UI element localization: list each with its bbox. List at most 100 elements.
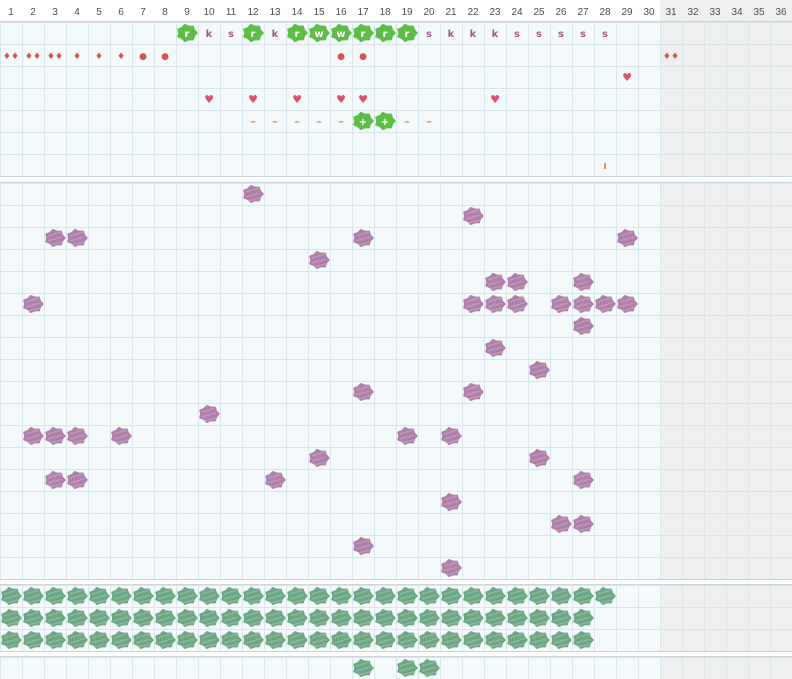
green-token-icon[interactable]: + [353, 111, 375, 131]
green-token-icon[interactable]: r [287, 23, 309, 43]
green-token-icon[interactable]: r [243, 23, 265, 43]
purple-blob-icon[interactable] [309, 250, 330, 270]
green-blob-icon[interactable] [375, 608, 396, 628]
green-blob-icon[interactable] [133, 608, 154, 628]
purple-blob-icon[interactable] [23, 294, 44, 314]
green-blob-icon[interactable] [551, 630, 572, 650]
green-blob-icon[interactable] [199, 608, 220, 628]
green-blob-icon[interactable] [287, 608, 308, 628]
green-blob-icon[interactable] [67, 586, 88, 606]
purple-blob-icon[interactable] [551, 294, 572, 314]
letter-mark[interactable]: k [492, 29, 499, 40]
purple-blob-icon[interactable] [573, 272, 594, 292]
letter-mark[interactable]: s [580, 29, 586, 40]
dash-mark[interactable]: – [316, 115, 322, 128]
purple-blob-icon[interactable] [67, 470, 88, 490]
purple-blob-icon[interactable] [353, 382, 374, 402]
green-blob-icon[interactable] [463, 586, 484, 606]
green-blob-icon[interactable] [243, 630, 264, 650]
purple-blob-icon[interactable] [573, 316, 594, 336]
purple-blob-icon[interactable] [485, 272, 506, 292]
purple-blob-icon[interactable] [45, 228, 66, 248]
letter-mark[interactable]: s [558, 29, 564, 40]
green-blob-icon[interactable] [309, 630, 330, 650]
purple-blob-icon[interactable] [463, 294, 484, 314]
green-blob-icon[interactable] [155, 586, 176, 606]
green-blob-icon[interactable] [111, 608, 132, 628]
green-blob-icon[interactable] [23, 586, 44, 606]
red-mark-icon[interactable]: ● [359, 52, 367, 62]
green-blob-icon[interactable] [133, 586, 154, 606]
green-blob-icon[interactable] [45, 586, 66, 606]
green-blob-icon[interactable] [133, 630, 154, 650]
purple-blob-icon[interactable] [199, 404, 220, 424]
letter-mark[interactable]: s [514, 29, 520, 40]
green-blob-icon[interactable] [287, 586, 308, 606]
green-blob-icon[interactable] [485, 608, 506, 628]
red-mark-icon[interactable]: ♦ [117, 52, 125, 62]
green-token-icon[interactable]: r [375, 23, 397, 43]
green-blob-icon[interactable] [573, 608, 594, 628]
purple-blob-icon[interactable] [573, 294, 594, 314]
green-blob-icon[interactable] [265, 608, 286, 628]
green-blob-icon[interactable] [463, 630, 484, 650]
heart-icon[interactable]: ♥ [358, 93, 368, 106]
letter-mark[interactable]: k [470, 29, 477, 40]
purple-blob-icon[interactable] [617, 228, 638, 248]
heart-icon[interactable]: ♥ [204, 93, 214, 106]
green-blob-icon[interactable] [595, 586, 616, 606]
letter-mark[interactable]: k [272, 29, 279, 40]
heart-icon[interactable]: ♥ [248, 93, 258, 106]
green-blob-icon[interactable] [177, 630, 198, 650]
purple-blob-icon[interactable] [573, 470, 594, 490]
purple-blob-icon[interactable] [45, 470, 66, 490]
green-blob-icon[interactable] [441, 630, 462, 650]
green-blob-icon[interactable] [353, 608, 374, 628]
dash-mark[interactable]: – [338, 115, 344, 128]
purple-blob-icon[interactable] [463, 382, 484, 402]
red-mark-icon[interactable]: ♦♦ [663, 52, 679, 62]
green-blob-icon[interactable] [419, 658, 440, 678]
purple-blob-icon[interactable] [441, 492, 462, 512]
purple-blob-icon[interactable] [485, 338, 506, 358]
purple-blob-icon[interactable] [353, 228, 374, 248]
heart-icon[interactable]: ♥ [336, 93, 346, 106]
green-blob-icon[interactable] [551, 608, 572, 628]
green-blob-icon[interactable] [89, 608, 110, 628]
green-blob-icon[interactable] [573, 586, 594, 606]
purple-blob-icon[interactable] [507, 272, 528, 292]
green-blob-icon[interactable] [89, 586, 110, 606]
green-blob-icon[interactable] [265, 630, 286, 650]
red-mark-icon[interactable]: ♦ [73, 52, 81, 62]
green-blob-icon[interactable] [353, 658, 374, 678]
green-blob-icon[interactable] [397, 586, 418, 606]
green-blob-icon[interactable] [463, 608, 484, 628]
purple-blob-icon[interactable] [617, 294, 638, 314]
heart-icon[interactable]: ♥ [292, 93, 302, 106]
green-blob-icon[interactable] [419, 630, 440, 650]
green-blob-icon[interactable] [1, 608, 22, 628]
purple-blob-icon[interactable] [265, 470, 286, 490]
green-blob-icon[interactable] [199, 630, 220, 650]
red-mark-icon[interactable]: ● [337, 52, 345, 62]
green-blob-icon[interactable] [507, 630, 528, 650]
green-blob-icon[interactable] [397, 608, 418, 628]
green-blob-icon[interactable] [111, 586, 132, 606]
green-blob-icon[interactable] [177, 608, 198, 628]
green-blob-icon[interactable] [529, 608, 550, 628]
green-blob-icon[interactable] [243, 586, 264, 606]
green-blob-icon[interactable] [1, 586, 22, 606]
green-blob-icon[interactable] [23, 630, 44, 650]
red-mark-icon[interactable]: ♦ [95, 52, 103, 62]
purple-blob-icon[interactable] [595, 294, 616, 314]
letter-mark[interactable]: s [228, 29, 234, 40]
dash-mark[interactable]: – [272, 115, 278, 128]
green-blob-icon[interactable] [221, 586, 242, 606]
green-blob-icon[interactable] [353, 630, 374, 650]
red-mark-icon[interactable]: ♦♦ [3, 52, 19, 62]
green-blob-icon[interactable] [529, 586, 550, 606]
letter-mark[interactable]: k [448, 29, 455, 40]
green-blob-icon[interactable] [177, 586, 198, 606]
green-blob-icon[interactable] [375, 630, 396, 650]
purple-blob-icon[interactable] [485, 294, 506, 314]
